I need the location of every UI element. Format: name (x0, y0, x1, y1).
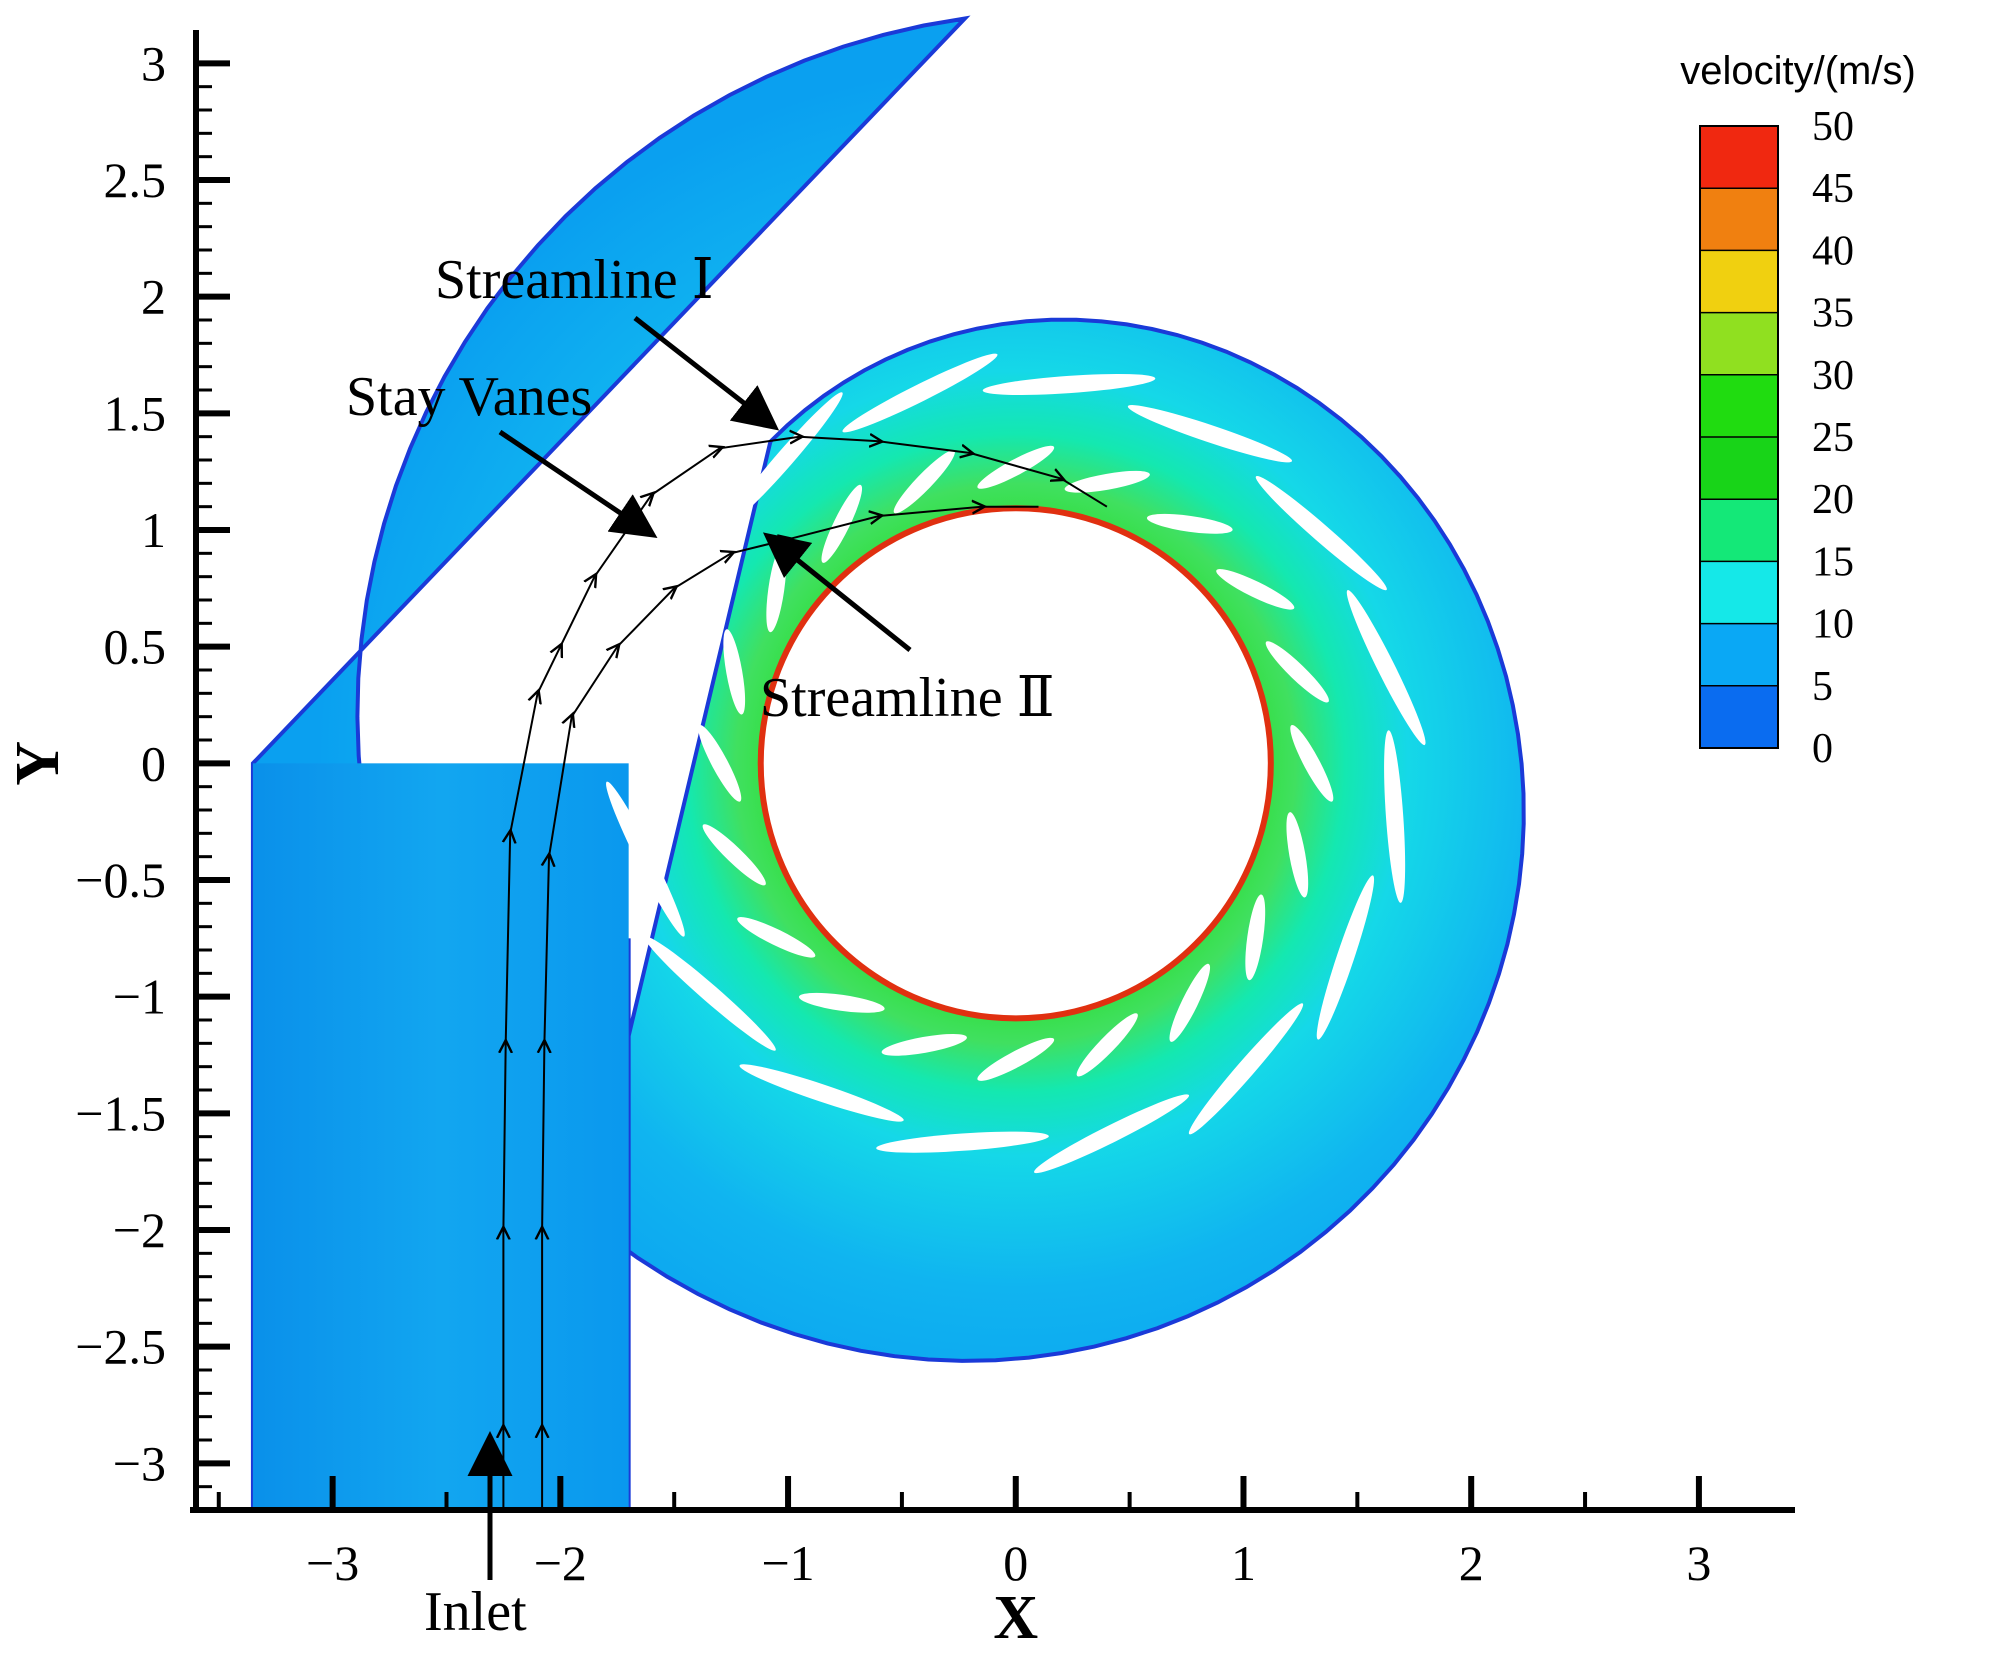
colorbar-tick-label: 45 (1812, 166, 1854, 212)
colorbar-tick-label: 25 (1812, 415, 1854, 461)
colorbar-tick-label: 15 (1812, 539, 1854, 585)
y-tick-label: 2.5 (104, 152, 167, 208)
x-tick-label: 0 (1003, 1535, 1028, 1591)
annotation-arrow-streamline-2 (762, 532, 912, 652)
colorbar-tick-label: 0 (1812, 726, 1833, 772)
colorbar-tick-label: 40 (1812, 228, 1854, 274)
guide-vane (1064, 470, 1150, 493)
annotation-arrow-stay-vanes (498, 429, 658, 539)
colorbar-band (1700, 250, 1778, 314)
y-ticks: 3 2.5 2 1.5 1 0.5 0 −0.5 −1 −1.5 −2 −2.5 −3 (75, 35, 230, 1491)
stay-vane (1127, 405, 1293, 463)
streamlines-group (503, 437, 1108, 1510)
annotation-streamline-1: Streamline Ⅰ (435, 249, 714, 311)
guide-vane (1245, 894, 1266, 981)
colorbar-band (1700, 499, 1778, 562)
x-tick-label: −1 (761, 1535, 814, 1591)
stay-vane (1255, 475, 1387, 591)
y-tick-label: −2 (113, 1202, 166, 1258)
x-tick-label: 3 (1686, 1535, 1711, 1591)
y-tick-label: −3 (113, 1435, 166, 1491)
colorbar-band (1700, 126, 1778, 189)
stay-vane (982, 373, 1156, 396)
annotation-arrow-streamline-1 (633, 316, 780, 431)
stay-vane (1316, 875, 1375, 1040)
annotation-streamline-2: Streamline Ⅱ (760, 667, 1055, 729)
colorbar-band (1700, 623, 1778, 687)
colorbar-tick-label: 5 (1812, 664, 1833, 710)
runner-region (757, 505, 1274, 1022)
guide-vane (1290, 724, 1334, 802)
x-tick-label: 1 (1231, 1535, 1256, 1591)
guide-vane (1286, 812, 1309, 898)
x-axis-title: X (993, 1584, 1038, 1652)
x-tick-label: 2 (1459, 1535, 1484, 1591)
colorbar-tick-label: 35 (1812, 291, 1854, 337)
annotation-stay-vanes: Stay Vanes (346, 366, 592, 428)
y-tick-label: −0.5 (75, 852, 166, 908)
y-tick-label: −2.5 (75, 1319, 166, 1375)
flow-field (250, 15, 1526, 1512)
colorbar-tick-label: 30 (1812, 353, 1854, 399)
stay-vane (1384, 730, 1406, 903)
stay-vane (1188, 1003, 1304, 1135)
y-axis-title: Y (4, 741, 72, 786)
colorbar-band (1700, 437, 1778, 500)
annotation-inlet: Inlet (424, 1581, 527, 1643)
guide-vane (1265, 641, 1329, 703)
y-tick-label: 1.5 (104, 385, 167, 441)
annotations: Streamline Ⅰ Stay Vanes Streamline Ⅱ Inl… (346, 249, 1055, 1643)
y-tick-label: −1 (113, 969, 166, 1025)
colorbar-tick-label: 20 (1812, 477, 1854, 523)
y-tick-label: −1.5 (75, 1085, 166, 1141)
x-tick-label: −2 (534, 1535, 587, 1591)
stay-vane (1034, 1094, 1190, 1174)
colorbar-band (1700, 188, 1778, 251)
colorbar-bands (1699, 125, 1779, 749)
colorbar-band (1700, 374, 1778, 438)
y-tick-label: 1 (141, 502, 166, 558)
streamline-2 (542, 507, 1039, 1510)
y-tick-label: 3 (141, 35, 166, 91)
colorbar-title: velocity/(m/s) (1680, 49, 1916, 93)
guide-vane (1146, 513, 1233, 534)
guide-vane (1216, 569, 1295, 610)
stay-vane (1346, 590, 1426, 746)
y-tick-label: 0.5 (104, 619, 167, 675)
stay-vane (842, 353, 998, 433)
y-tick-label: 0 (141, 735, 166, 791)
colorbar-band (1700, 685, 1778, 749)
colorbar-tick-label: 10 (1812, 602, 1854, 648)
colorbar-tick-label: 50 (1812, 104, 1854, 150)
colorbar-band (1700, 312, 1778, 376)
axes: −3 −2 −1 0 1 2 3 3 2.5 2 1.5 1 0.5 0 −0.5 −1 −1.5 −2 −2.5… (4, 30, 1795, 1652)
guide-vane (1076, 1013, 1138, 1077)
stay-vane (657, 487, 715, 652)
inlet-pipe (252, 763, 629, 1510)
x-tick-label: −3 (306, 1535, 359, 1591)
x-ticks: −3 −2 −1 0 1 2 3 (216, 1476, 1711, 1591)
y-tick-label: 2 (141, 269, 166, 325)
guide-vane (1169, 963, 1211, 1042)
colorbar-band (1700, 561, 1778, 625)
